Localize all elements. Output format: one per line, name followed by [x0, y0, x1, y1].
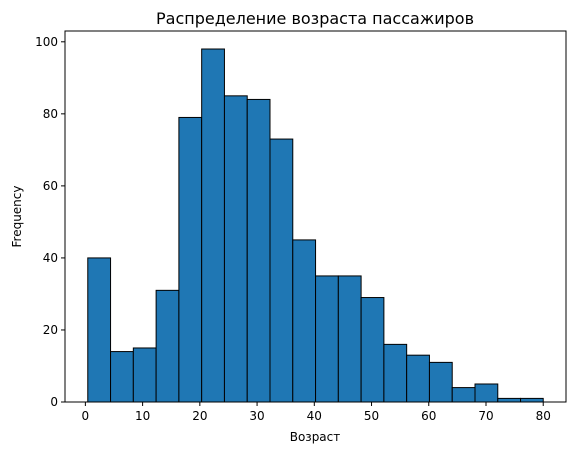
histogram-bar — [315, 275, 339, 403]
y-tick-label: 80 — [43, 107, 58, 121]
x-tick-label: 60 — [421, 409, 436, 423]
histogram-bar — [451, 387, 476, 403]
histogram-bar — [428, 361, 453, 403]
x-axis-label: Возраст — [290, 430, 341, 444]
histogram-bar — [474, 383, 499, 403]
histogram-bar — [497, 397, 522, 403]
x-tick-label: 80 — [536, 409, 551, 423]
y-tick-label: 100 — [35, 35, 58, 49]
histogram-bar — [337, 275, 362, 403]
y-axis-ticks: 0 20 40 60 80 100 — [35, 35, 65, 409]
histogram-bar — [201, 48, 225, 403]
x-tick-label: 0 — [82, 409, 90, 423]
x-tick-label: 40 — [307, 409, 322, 423]
histogram-bar — [406, 354, 430, 403]
histogram-bar — [292, 239, 317, 403]
x-tick-label: 70 — [478, 409, 493, 423]
y-axis-label: Frequency — [10, 186, 24, 248]
y-tick-label: 60 — [43, 179, 58, 193]
histogram-bar — [178, 116, 203, 403]
x-tick-label: 30 — [249, 409, 264, 423]
plot-frame — [64, 30, 567, 403]
y-tick-label: 0 — [50, 395, 58, 409]
histogram-bar — [246, 98, 271, 403]
histogram-bar — [269, 138, 294, 403]
histogram-bar — [155, 289, 180, 403]
x-tick-label: 10 — [135, 409, 150, 423]
x-axis-ticks: 0 10 20 30 40 50 60 70 80 — [82, 402, 551, 423]
x-tick-label: 50 — [364, 409, 379, 423]
histogram-bar — [132, 347, 157, 403]
y-tick-label: 20 — [43, 323, 58, 337]
histogram-bar — [223, 95, 248, 403]
histogram-bar — [383, 343, 408, 403]
chart-title: Распределение возраста пассажиров — [156, 9, 474, 28]
histogram-bar — [110, 351, 134, 403]
histogram-bar — [87, 257, 112, 403]
y-tick-label: 40 — [43, 251, 58, 265]
x-tick-label: 20 — [192, 409, 207, 423]
bars-group — [87, 48, 544, 403]
histogram-bar — [360, 297, 385, 403]
histogram-bar — [520, 397, 544, 403]
